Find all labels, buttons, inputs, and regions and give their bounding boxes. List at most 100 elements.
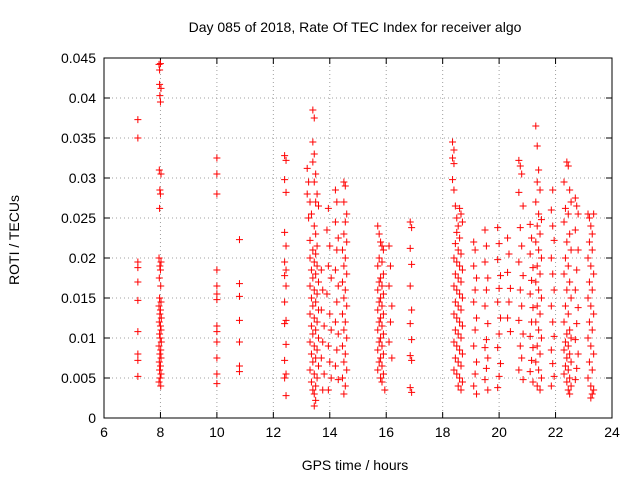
data-point [317,306,325,314]
data-point [571,226,579,234]
data-point [312,326,320,334]
data-point [379,350,387,358]
data-point [560,178,568,186]
data-point [533,178,541,186]
data-point [549,318,557,326]
data-point [134,278,142,286]
data-point [381,386,389,394]
data-point [494,298,502,306]
data-point [377,238,385,246]
data-point [574,350,582,358]
x-tick-label: 24 [604,424,620,440]
data-point [309,274,317,282]
data-point [313,242,321,250]
data-point [385,338,393,346]
data-point [374,346,382,354]
data-point [307,378,315,386]
data-point [281,298,289,306]
data-point [515,366,523,374]
data-point [309,386,317,394]
data-point [312,270,320,278]
data-point [585,278,593,286]
data-point [235,316,243,324]
data-point [550,332,558,340]
data-point [457,334,465,342]
data-point [533,262,541,270]
data-point [281,320,289,328]
data-point [506,328,514,336]
data-point [549,270,557,278]
data-point [470,382,478,390]
data-point [537,294,545,302]
data-point [533,382,541,390]
data-point [526,250,534,258]
data-point [535,246,543,254]
data-point [528,276,536,284]
data-point [314,202,322,210]
data-point [408,224,416,232]
data-point [550,372,558,380]
data-point [536,350,544,358]
data-point [497,360,505,368]
data-point [282,266,290,274]
data-point [567,198,575,206]
data-point [457,210,465,218]
data-point [505,298,513,306]
data-point [484,354,492,362]
data-point [526,332,534,340]
data-point [408,356,416,364]
data-point [451,270,459,278]
data-point [406,384,414,392]
data-point [343,270,351,278]
data-point [473,274,481,282]
data-point [378,258,386,266]
data-point [528,234,536,242]
data-point [213,296,221,304]
data-point [495,372,503,380]
data-point [526,368,534,376]
data-point [156,374,164,382]
data-point [454,302,462,310]
data-point [156,334,164,342]
data-point [282,188,290,196]
data-point [326,242,334,250]
data-point [156,80,164,88]
data-point [306,254,314,262]
data-point [312,396,320,404]
data-point [450,186,458,194]
data-point [573,364,581,372]
data-point [307,210,315,218]
data-point [341,182,349,190]
data-point [481,376,489,384]
data-point [574,210,582,218]
data-point [309,358,317,366]
data-point [310,222,318,230]
data-point [471,326,479,334]
data-point [532,238,540,246]
data-point [281,272,289,280]
data-point [379,370,387,378]
data-point [235,338,243,346]
data-point [155,302,163,310]
data-point [327,374,335,382]
data-point [341,382,349,390]
data-point [313,262,321,270]
data-point [547,346,555,354]
data-point [306,236,314,244]
data-point [374,286,382,294]
data-point [566,326,574,334]
data-point [307,294,315,302]
data-point [331,362,339,370]
data-point [157,84,165,92]
data-point [281,258,289,266]
data-point [324,386,332,394]
y-tick-label: 0.025 [61,210,96,226]
data-point [573,266,581,274]
data-point [494,256,502,264]
data-point [495,330,503,338]
data-point [454,274,462,282]
data-point [560,346,568,354]
data-point [515,188,523,196]
data-point [585,318,593,326]
data-point [495,240,503,248]
